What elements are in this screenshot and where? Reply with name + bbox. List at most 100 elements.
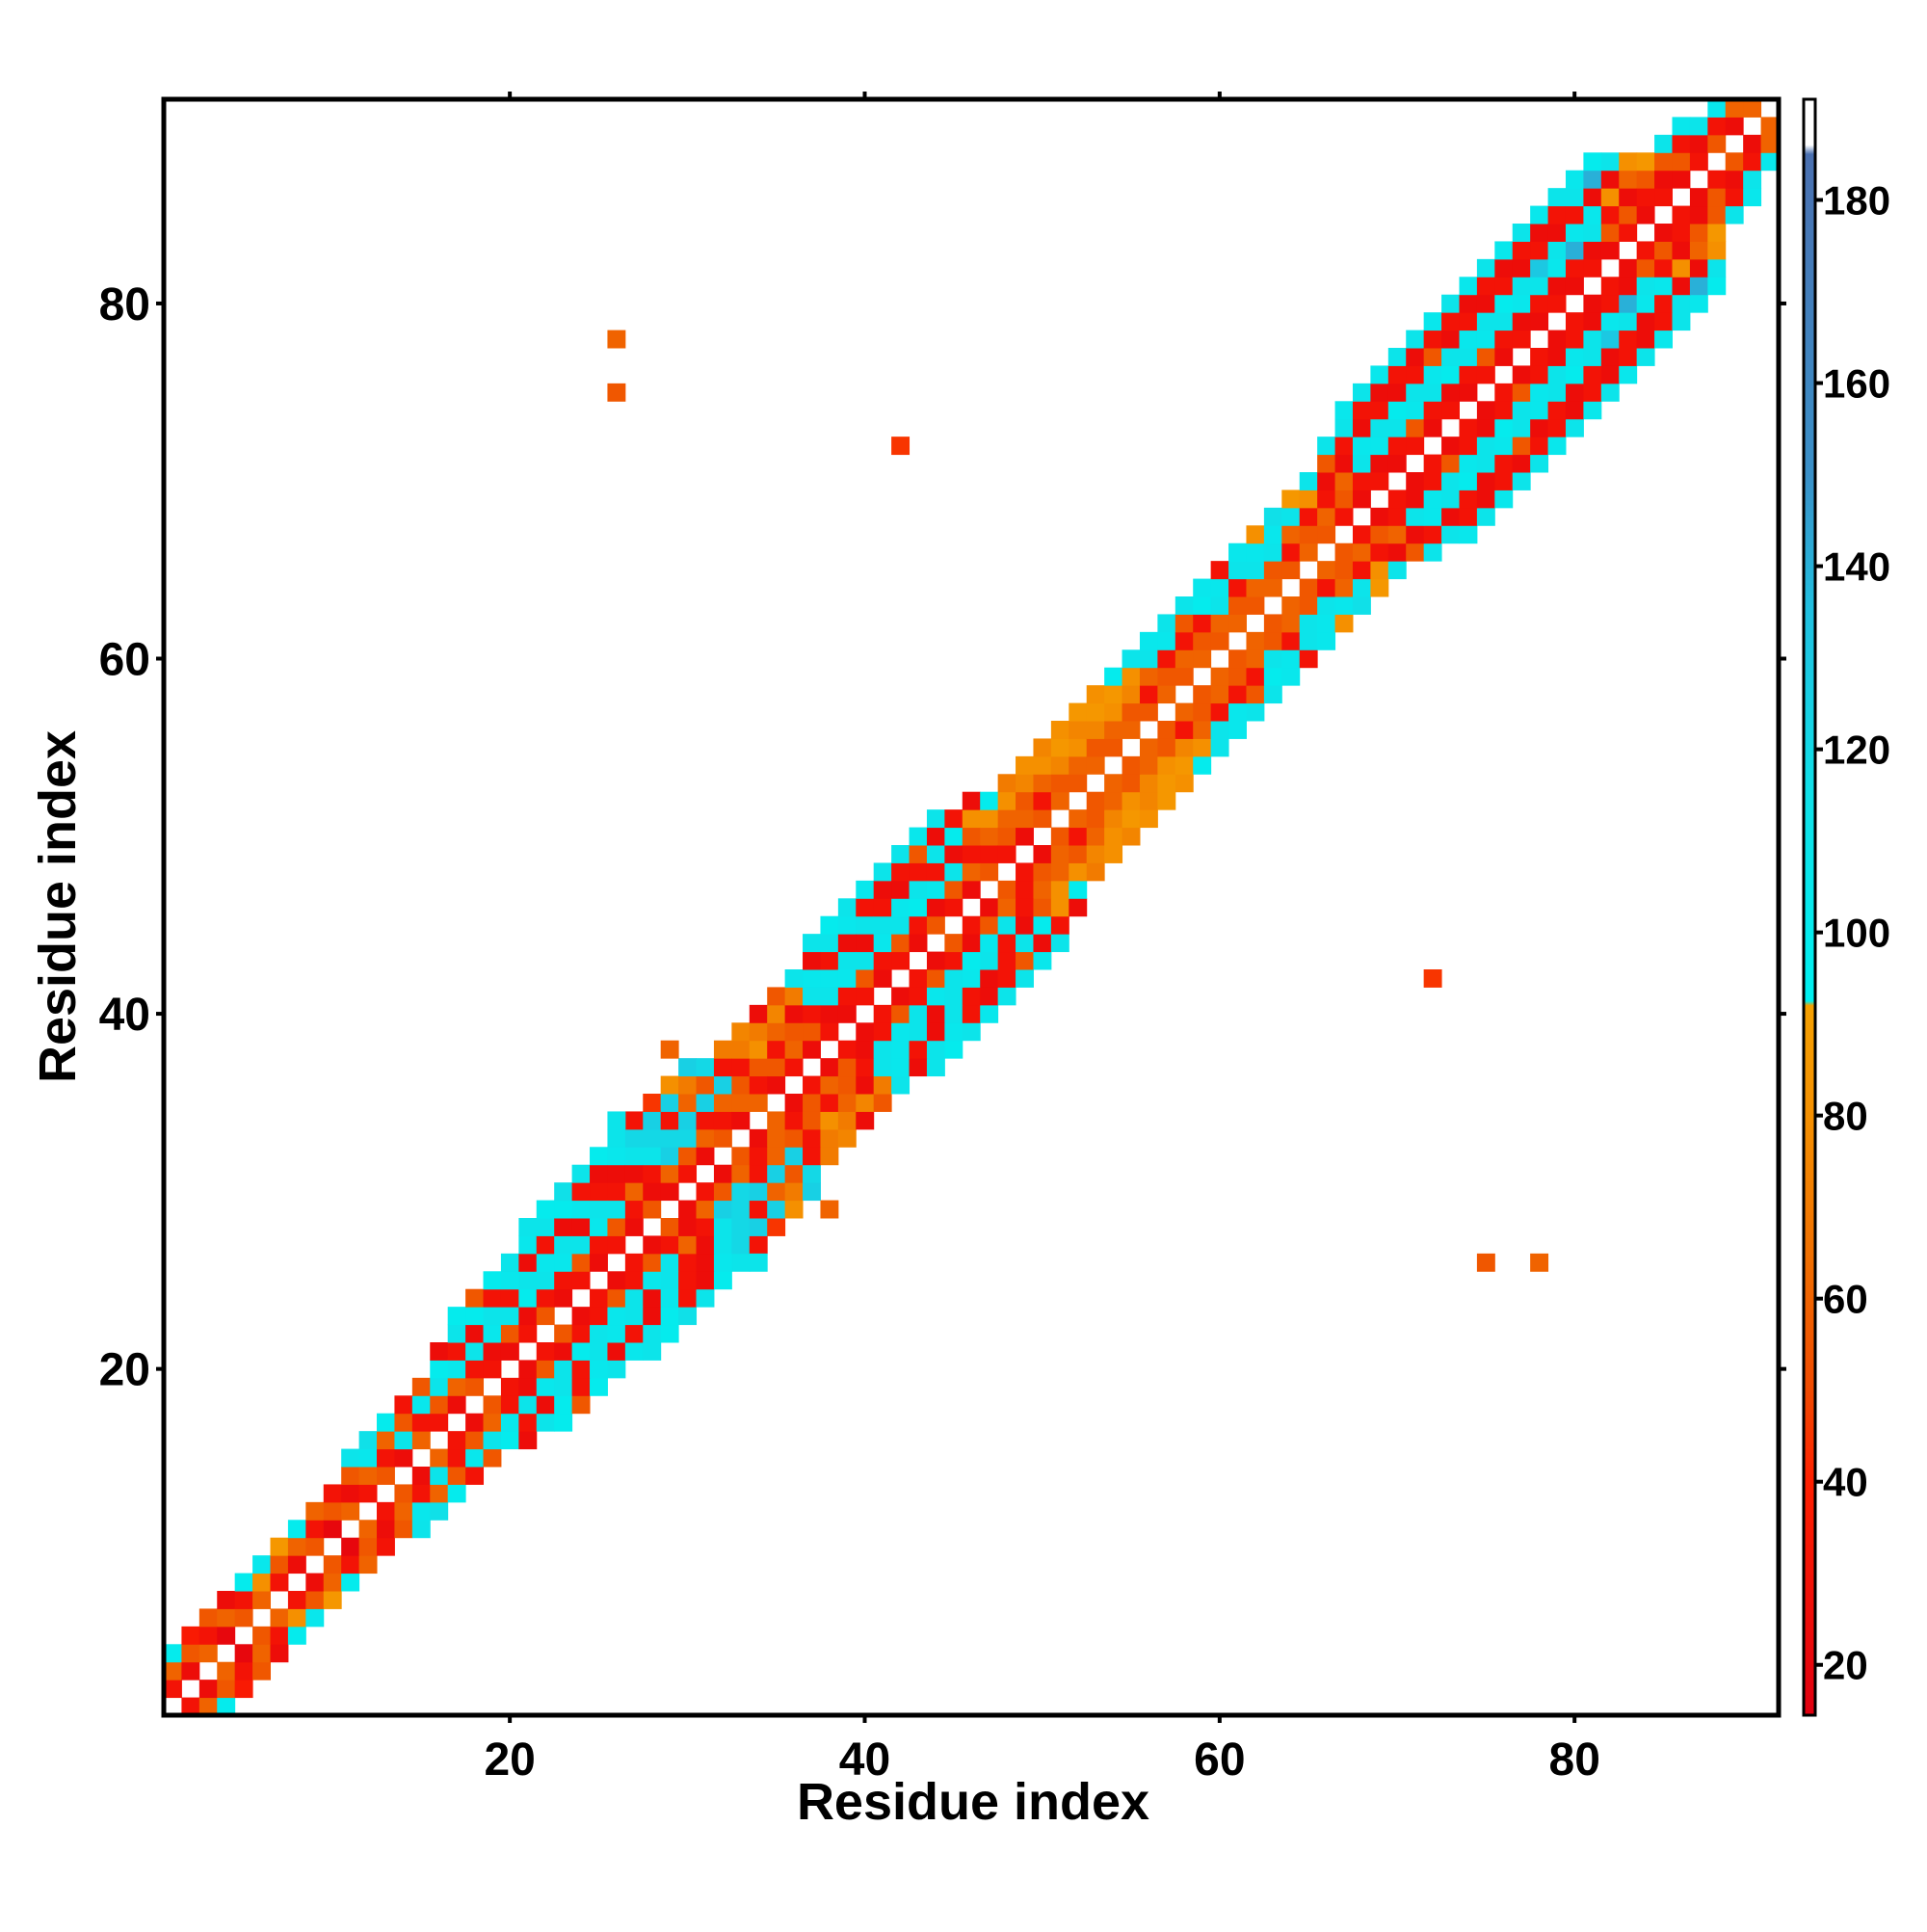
heatmap-cell <box>713 1058 732 1077</box>
heatmap-cell <box>1530 277 1549 296</box>
heatmap-cell <box>873 1058 892 1077</box>
heatmap-cell <box>1086 685 1105 704</box>
heatmap-cell <box>1050 791 1069 810</box>
heatmap-cell <box>1050 845 1069 863</box>
heatmap-cell <box>962 969 981 988</box>
heatmap-cell <box>1654 134 1673 153</box>
heatmap-cell <box>571 1235 591 1255</box>
heatmap-cell <box>1299 649 1318 669</box>
heatmap-cell <box>643 1324 662 1343</box>
heatmap-cell <box>980 951 999 970</box>
heatmap-cell <box>1334 401 1354 420</box>
heatmap-cell <box>731 1164 751 1183</box>
heatmap-cell <box>696 1271 715 1290</box>
heatmap-cell <box>1636 277 1655 296</box>
heatmap-cell <box>590 1164 608 1183</box>
x-axis-label: Residue index <box>797 1773 1149 1831</box>
heatmap-cell <box>1441 454 1460 473</box>
heatmap-cell <box>837 1128 857 1148</box>
heatmap-cell <box>820 1094 839 1112</box>
heatmap-cell <box>607 383 626 402</box>
heatmap-cell <box>1033 880 1052 899</box>
heatmap-cell <box>1476 294 1495 313</box>
heatmap-cell <box>518 1307 538 1326</box>
heatmap-cell <box>181 1697 200 1716</box>
heatmap-cell <box>1104 667 1123 686</box>
heatmap-cell <box>571 1164 591 1183</box>
heatmap-cell <box>1689 258 1708 278</box>
heatmap-cell <box>1441 437 1460 456</box>
heatmap-cell <box>803 1164 821 1183</box>
heatmap-cell <box>1547 277 1567 296</box>
heatmap-cell <box>944 969 964 988</box>
heatmap-cell <box>1459 490 1478 509</box>
heatmap-cell <box>323 1591 342 1609</box>
heatmap-cell <box>181 1644 200 1663</box>
heatmap-cell <box>234 1591 253 1609</box>
heatmap-cell <box>749 1164 768 1183</box>
heatmap-cell <box>660 1111 679 1130</box>
heatmap-cell <box>1423 418 1442 437</box>
heatmap-cell <box>536 1200 555 1219</box>
heatmap-cell <box>430 1448 449 1468</box>
heatmap-cell <box>500 1324 519 1343</box>
heatmap-cell <box>1050 721 1069 739</box>
heatmap-cell <box>643 1288 662 1308</box>
heatmap-cell <box>1370 401 1389 420</box>
heatmap-cell <box>1281 596 1301 615</box>
heatmap-cell <box>926 1040 945 1059</box>
heatmap-cell <box>1104 827 1123 846</box>
heatmap-cell <box>1104 738 1123 757</box>
heatmap-cell <box>1334 490 1354 509</box>
heatmap-cell <box>1033 809 1052 829</box>
heatmap-cell <box>944 862 964 882</box>
heatmap-cell <box>536 1360 555 1379</box>
heatmap-cell <box>1459 418 1478 437</box>
heatmap-cell <box>198 1697 218 1716</box>
heatmap-cell <box>767 1147 786 1166</box>
heatmap-cell <box>554 1377 573 1396</box>
heatmap-cell <box>1228 667 1247 686</box>
heatmap-cell <box>358 1555 378 1575</box>
heatmap-cell <box>980 791 999 810</box>
heatmap-cell <box>1406 348 1425 366</box>
colorbar-tick-label: 80 <box>1823 1094 1868 1139</box>
heatmap-cell <box>1494 258 1514 278</box>
heatmap-cell <box>1069 738 1088 757</box>
heatmap-cell <box>1494 348 1514 366</box>
heatmap-cell <box>1050 738 1069 757</box>
heatmap-cell <box>252 1555 272 1575</box>
heatmap-cell <box>1512 277 1531 296</box>
heatmap-cell <box>1193 631 1212 650</box>
heatmap-cell <box>500 1288 519 1308</box>
heatmap-cell <box>607 1182 626 1202</box>
heatmap-cell <box>1050 880 1069 899</box>
heatmap-cell <box>926 987 945 1006</box>
heatmap-cell <box>713 1182 732 1202</box>
heatmap-cell <box>1654 170 1673 189</box>
heatmap-cell <box>837 934 857 953</box>
heatmap-cell <box>1016 809 1034 829</box>
heatmap-cell <box>1228 614 1247 633</box>
heatmap-cell <box>483 1288 502 1308</box>
heatmap-cell <box>447 1377 466 1396</box>
heatmap-cell <box>234 1608 253 1628</box>
heatmap-cell <box>767 1075 786 1095</box>
heatmap-cell <box>1387 507 1407 526</box>
heatmap-cell <box>803 1111 821 1130</box>
heatmap-cell <box>1672 205 1691 225</box>
heatmap-cell <box>1707 99 1727 118</box>
heatmap-cell <box>909 915 928 935</box>
heatmap-cell <box>962 862 981 882</box>
heatmap-cell <box>164 1644 182 1663</box>
heatmap-cell <box>856 915 875 935</box>
heatmap-cell <box>1565 258 1584 278</box>
heatmap-cell <box>873 1004 892 1023</box>
x-tick-label: 20 <box>484 1734 535 1786</box>
heatmap-cell <box>1743 152 1762 172</box>
heatmap-cell <box>926 898 945 917</box>
heatmap-cell <box>1033 862 1052 882</box>
heatmap-cell <box>164 1661 182 1681</box>
y-tick-label: 40 <box>99 990 150 1041</box>
heatmap-cell <box>624 1342 644 1361</box>
